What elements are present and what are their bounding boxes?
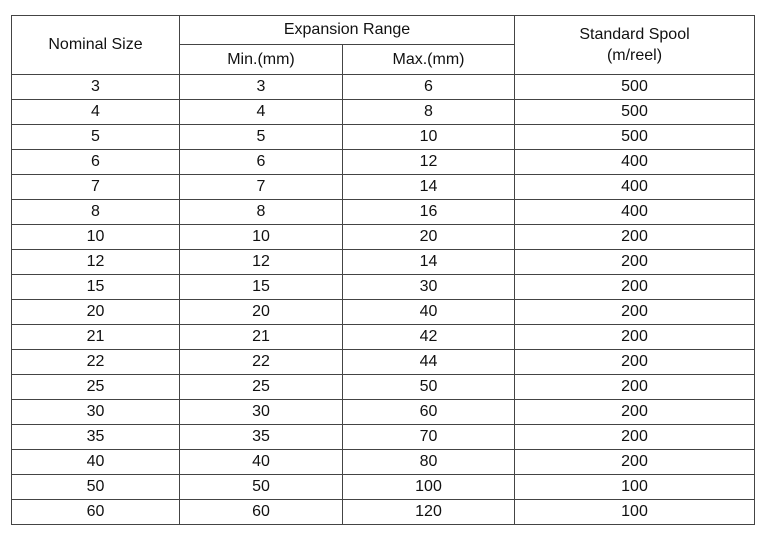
table-row: 12 12 14 200 — [11, 249, 755, 275]
cell-nominal-size: 4 — [11, 99, 180, 125]
cell-min: 21 — [179, 324, 343, 350]
cell-standard-spool: 200 — [514, 449, 755, 475]
cell-nominal-size: 50 — [11, 474, 180, 500]
cell-max: 20 — [342, 224, 515, 250]
cell-min: 3 — [179, 74, 343, 100]
cell-max: 16 — [342, 199, 515, 225]
cell-max: 60 — [342, 399, 515, 425]
cell-max: 70 — [342, 424, 515, 450]
cell-min: 40 — [179, 449, 343, 475]
cell-max: 10 — [342, 124, 515, 150]
cell-min: 5 — [179, 124, 343, 150]
cell-min: 12 — [179, 249, 343, 275]
cell-nominal-size: 35 — [11, 424, 180, 450]
cell-nominal-size: 20 — [11, 299, 180, 325]
cell-min: 4 — [179, 99, 343, 125]
cell-min: 7 — [179, 174, 343, 200]
cell-nominal-size: 7 — [11, 174, 180, 200]
cell-standard-spool: 200 — [514, 249, 755, 275]
cell-standard-spool: 200 — [514, 324, 755, 350]
cell-max: 12 — [342, 149, 515, 175]
cell-nominal-size: 12 — [11, 249, 180, 275]
cell-min: 60 — [179, 499, 343, 525]
cell-nominal-size: 25 — [11, 374, 180, 400]
cell-nominal-size: 8 — [11, 199, 180, 225]
header-nominal-size: Nominal Size — [11, 15, 180, 75]
cell-nominal-size: 30 — [11, 399, 180, 425]
header-standard-spool-line2: (m/reel) — [606, 46, 663, 64]
cell-max: 50 — [342, 374, 515, 400]
table-row: 22 22 44 200 — [11, 349, 755, 375]
cell-min: 10 — [179, 224, 343, 250]
cell-nominal-size: 6 — [11, 149, 180, 175]
cell-max: 6 — [342, 74, 515, 100]
header-min: Min.(mm) — [179, 44, 343, 75]
cell-max: 30 — [342, 274, 515, 300]
cell-standard-spool: 200 — [514, 424, 755, 450]
cell-nominal-size: 22 — [11, 349, 180, 375]
table-row: 7 7 14 400 — [11, 174, 755, 200]
cell-max: 14 — [342, 174, 515, 200]
cell-max: 42 — [342, 324, 515, 350]
cell-nominal-size: 10 — [11, 224, 180, 250]
table-row: 10 10 20 200 — [11, 224, 755, 250]
header-standard-spool-line1: Standard Spool — [579, 25, 690, 43]
cell-standard-spool: 200 — [514, 299, 755, 325]
cell-standard-spool: 400 — [514, 199, 755, 225]
cell-min: 20 — [179, 299, 343, 325]
table-row: 3 3 6 500 — [11, 74, 755, 100]
cell-standard-spool: 400 — [514, 149, 755, 175]
table-row: 4 4 8 500 — [11, 99, 755, 125]
cell-standard-spool: 500 — [514, 74, 755, 100]
table-row: 35 35 70 200 — [11, 424, 755, 450]
table-row: 50 50 100 100 — [11, 474, 755, 500]
cell-min: 30 — [179, 399, 343, 425]
specification-table: Nominal Size Expansion Range Standard Sp… — [11, 15, 755, 525]
cell-standard-spool: 200 — [514, 349, 755, 375]
header-standard-spool: Standard Spool (m/reel) — [514, 15, 755, 75]
table-row: 15 15 30 200 — [11, 274, 755, 300]
cell-min: 35 — [179, 424, 343, 450]
table-row: 5 5 10 500 — [11, 124, 755, 150]
table-row: 30 30 60 200 — [11, 399, 755, 425]
cell-max: 44 — [342, 349, 515, 375]
cell-standard-spool: 500 — [514, 124, 755, 150]
cell-nominal-size: 60 — [11, 499, 180, 525]
cell-min: 22 — [179, 349, 343, 375]
cell-min: 6 — [179, 149, 343, 175]
cell-max: 100 — [342, 474, 515, 500]
cell-standard-spool: 200 — [514, 224, 755, 250]
cell-min: 15 — [179, 274, 343, 300]
cell-standard-spool: 200 — [514, 274, 755, 300]
cell-max: 80 — [342, 449, 515, 475]
header-max: Max.(mm) — [342, 44, 515, 75]
table-row: 6 6 12 400 — [11, 149, 755, 175]
cell-max: 120 — [342, 499, 515, 525]
cell-min: 25 — [179, 374, 343, 400]
table-row: 21 21 42 200 — [11, 324, 755, 350]
table-row: 60 60 120 100 — [11, 499, 755, 525]
cell-standard-spool: 500 — [514, 99, 755, 125]
table-row: 40 40 80 200 — [11, 449, 755, 475]
table-row: 25 25 50 200 — [11, 374, 755, 400]
cell-standard-spool: 200 — [514, 374, 755, 400]
cell-nominal-size: 40 — [11, 449, 180, 475]
cell-max: 8 — [342, 99, 515, 125]
cell-nominal-size: 3 — [11, 74, 180, 100]
cell-max: 14 — [342, 249, 515, 275]
cell-standard-spool: 200 — [514, 399, 755, 425]
table-row: 20 20 40 200 — [11, 299, 755, 325]
cell-nominal-size: 21 — [11, 324, 180, 350]
cell-min: 8 — [179, 199, 343, 225]
cell-standard-spool: 100 — [514, 499, 755, 525]
cell-standard-spool: 400 — [514, 174, 755, 200]
cell-max: 40 — [342, 299, 515, 325]
cell-standard-spool: 100 — [514, 474, 755, 500]
cell-min: 50 — [179, 474, 343, 500]
header-expansion-range: Expansion Range — [179, 15, 515, 45]
table-row: 8 8 16 400 — [11, 199, 755, 225]
cell-nominal-size: 5 — [11, 124, 180, 150]
cell-nominal-size: 15 — [11, 274, 180, 300]
